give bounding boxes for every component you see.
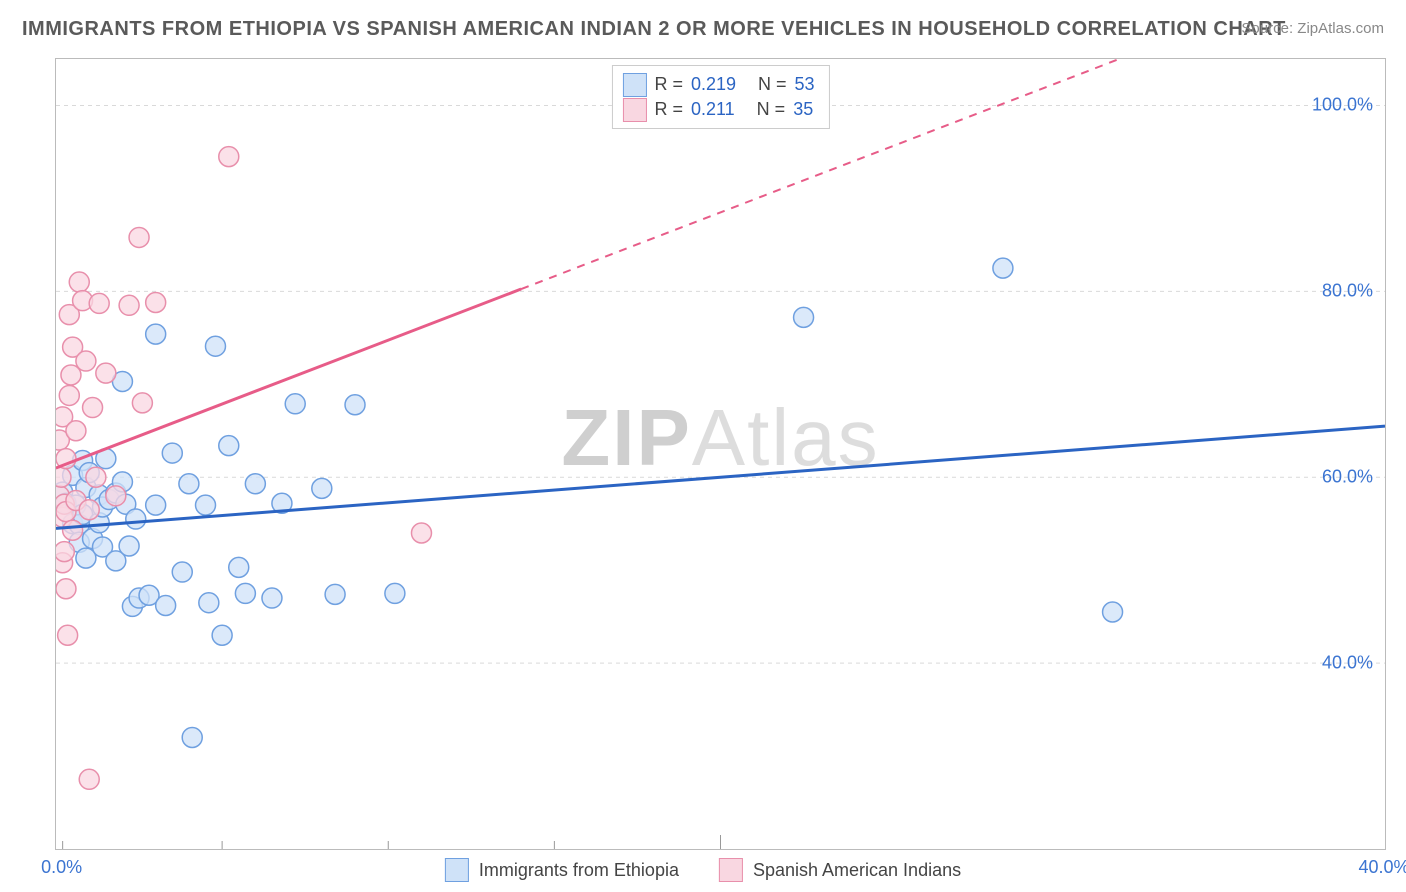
legend-n-value-ethiopia: 53 [795, 72, 815, 97]
legend-bottom-entry-ethiopia: Immigrants from Ethiopia [445, 858, 679, 882]
source-citation: Source: ZipAtlas.com [1241, 20, 1384, 37]
legend-top-row-spanish: R = 0.211 N = 35 [622, 97, 814, 122]
legend-label-spanish: Spanish American Indians [753, 860, 961, 881]
chart-svg [56, 59, 1385, 849]
legend-top: R = 0.219 N = 53 R = 0.211 N = 35 [611, 65, 829, 129]
y-tick-label: 80.0% [1322, 281, 1373, 302]
legend-swatch-ethiopia [622, 73, 646, 97]
legend-n-value-spanish: 35 [793, 97, 813, 122]
y-tick-label: 40.0% [1322, 653, 1373, 674]
chart-container: IMMIGRANTS FROM ETHIOPIA VS SPANISH AMER… [0, 0, 1406, 892]
legend-r-value-spanish: 0.211 [691, 97, 735, 122]
chart-title: IMMIGRANTS FROM ETHIOPIA VS SPANISH AMER… [22, 18, 1286, 41]
legend-bottom: Immigrants from Ethiopia Spanish America… [445, 858, 961, 882]
y-tick-label: 60.0% [1322, 467, 1373, 488]
legend-r-label: R = [654, 97, 683, 122]
plot-area: ZIPAtlas R = 0.219 N = 53 R = 0.211 N = … [55, 58, 1386, 850]
legend-n-label: N = [757, 97, 786, 122]
legend-n-label: N = [758, 72, 787, 97]
x-tick-label: 40.0% [1358, 857, 1406, 878]
legend-top-row-ethiopia: R = 0.219 N = 53 [622, 72, 814, 97]
legend-swatch-spanish [622, 98, 646, 122]
legend-r-label: R = [654, 72, 683, 97]
x-tick-label: 0.0% [41, 857, 82, 878]
source-value: ZipAtlas.com [1297, 20, 1384, 37]
legend-bottom-entry-spanish: Spanish American Indians [719, 858, 961, 882]
legend-label-ethiopia: Immigrants from Ethiopia [479, 860, 679, 881]
legend-swatch-ethiopia [445, 858, 469, 882]
legend-swatch-spanish [719, 858, 743, 882]
y-tick-label: 100.0% [1312, 95, 1373, 116]
source-label: Source: [1241, 20, 1293, 37]
legend-r-value-ethiopia: 0.219 [691, 72, 736, 97]
